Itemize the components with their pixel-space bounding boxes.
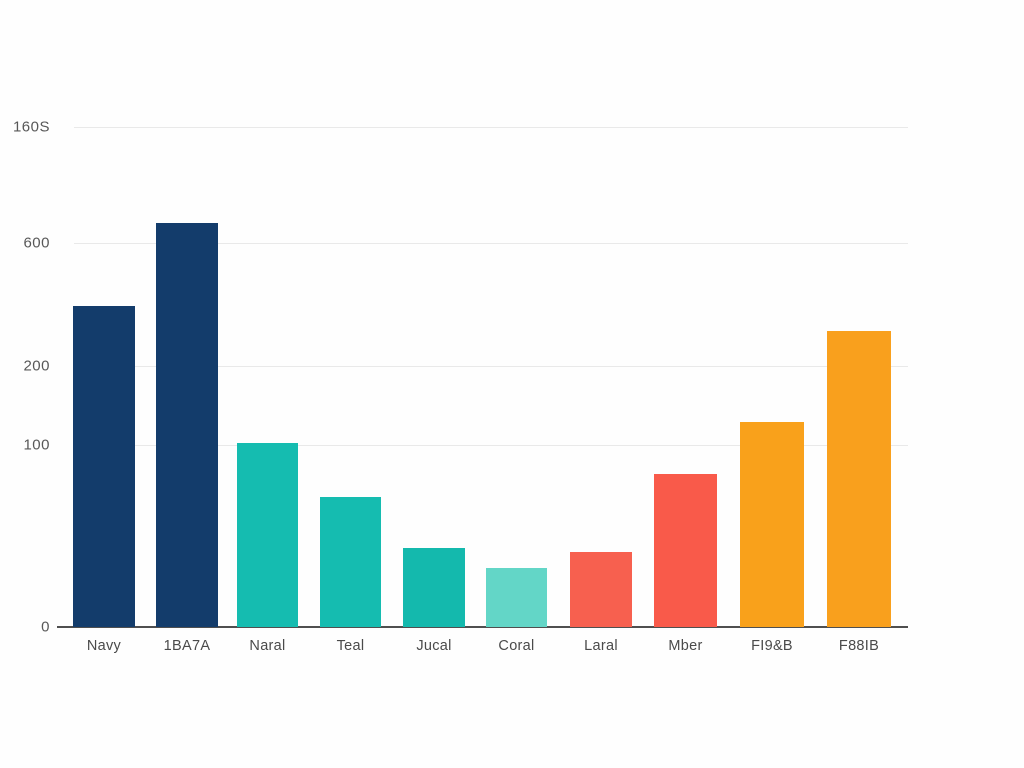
x-tick-label: Naral <box>249 638 286 654</box>
bar-coral <box>486 568 547 627</box>
x-tick-label: Teal <box>336 638 365 654</box>
y-tick-label: 600 <box>23 234 50 252</box>
bar-1ba7a <box>156 223 218 627</box>
x-tick-label: FI9&B <box>751 638 793 654</box>
bar-fi9&b <box>740 422 804 627</box>
gridline-200 <box>74 366 908 367</box>
x-tick-label: 1BA7A <box>163 638 211 654</box>
y-tick-label: 100 <box>23 436 50 454</box>
bar-jucal <box>403 548 465 627</box>
bar-laral <box>570 552 632 627</box>
bar-naral <box>237 443 298 627</box>
x-tick-label: F88IB <box>838 638 880 654</box>
x-tick-label: Laral <box>584 638 618 654</box>
x-tick-label: Navy <box>86 638 122 654</box>
bar-navy <box>73 306 135 627</box>
x-tick-label: Coral <box>498 638 535 654</box>
y-tick-label: 200 <box>23 357 50 375</box>
x-tick-label: Jucal <box>416 638 452 654</box>
bar-mber <box>654 474 717 627</box>
bar-teal <box>320 497 381 627</box>
bar-f88ib <box>827 331 891 627</box>
y-tick-label: 0 <box>41 618 50 636</box>
x-axis-line <box>57 626 908 628</box>
gridline-600 <box>74 243 908 244</box>
y-tick-label: 160S <box>12 118 50 136</box>
gridline-160s <box>74 127 908 128</box>
gridline-100 <box>74 445 908 446</box>
x-tick-label: Mber <box>668 638 703 654</box>
